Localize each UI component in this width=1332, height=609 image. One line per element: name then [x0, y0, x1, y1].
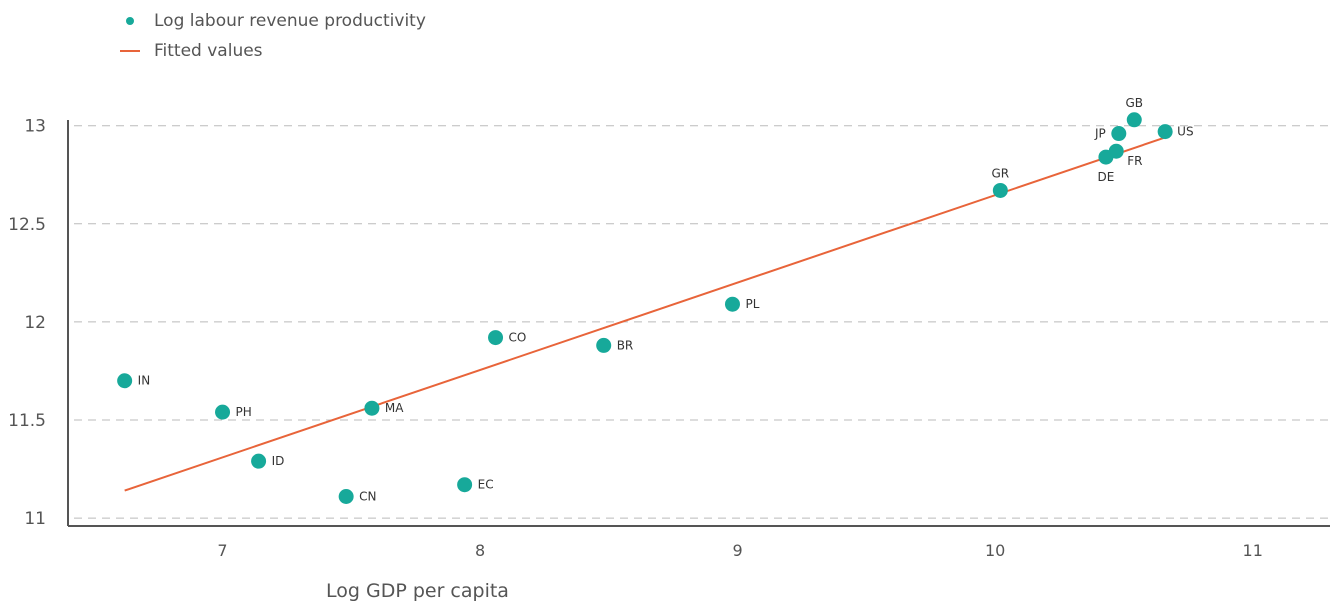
- data-point-fr: [1108, 143, 1124, 159]
- y-tick-label: 11: [24, 509, 46, 529]
- data-point-jp: [1111, 126, 1127, 142]
- y-tick-label: 12.5: [8, 215, 46, 235]
- legend-dot-icon: [126, 17, 134, 25]
- data-point-gb: [1126, 112, 1142, 128]
- x-tick-label: 10: [985, 541, 1005, 560]
- point-label-gb: GB: [1125, 96, 1143, 110]
- x-tick-label: 8: [475, 541, 485, 560]
- point-label-pl: PL: [745, 297, 759, 311]
- point-label-id: ID: [272, 454, 285, 468]
- legend-label-fitted: Fitted values: [154, 41, 263, 61]
- data-point-gr: [992, 182, 1008, 198]
- point-label-us: US: [1177, 125, 1193, 139]
- data-point-ph: [215, 404, 231, 420]
- x-tick-label: 9: [733, 541, 743, 560]
- data-point-cn: [338, 488, 354, 504]
- y-tick-label: 13: [24, 117, 46, 137]
- x-axis-ticks: 7 8 9 10 11: [217, 541, 1262, 560]
- fitted-line-layer: [124, 136, 1166, 492]
- x-tick-label: 11: [1243, 541, 1263, 560]
- point-label-ph: PH: [236, 405, 252, 419]
- legend-line-icon: [120, 50, 140, 52]
- data-point-us: [1157, 124, 1173, 140]
- data-point-ec: [457, 477, 473, 493]
- legend: Log labour revenue productivity Fitted v…: [120, 6, 426, 66]
- legend-label-points: Log labour revenue productivity: [154, 11, 426, 31]
- fitted-values-line: [124, 136, 1166, 492]
- y-tick-label: 11.5: [8, 411, 46, 431]
- legend-item-points: Log labour revenue productivity: [120, 6, 426, 36]
- point-label-br: BR: [617, 338, 634, 352]
- point-label-ma: MA: [385, 401, 404, 415]
- point-labels-layer: IN PH ID CN MA EC CO BR PL GR DE FR JP GB US: [138, 96, 1194, 504]
- x-tick-label: 7: [217, 541, 227, 560]
- point-label-jp: JP: [1094, 127, 1106, 141]
- data-point-pl: [724, 296, 740, 312]
- point-label-cn: CN: [359, 489, 376, 503]
- point-label-in: IN: [138, 374, 151, 388]
- point-label-ec: EC: [478, 478, 494, 492]
- legend-item-fitted: Fitted values: [120, 36, 426, 66]
- y-tick-label: 12: [24, 313, 46, 333]
- axes: [67, 120, 1330, 527]
- data-point-id: [251, 453, 267, 469]
- data-point-in: [117, 373, 133, 389]
- data-point-ma: [364, 400, 380, 416]
- point-label-co: CO: [509, 331, 527, 345]
- data-point-br: [596, 337, 612, 353]
- data-point-co: [488, 330, 504, 346]
- data-points-layer: [117, 112, 1173, 504]
- x-axis-label: Log GDP per capita: [326, 580, 509, 602]
- y-axis-ticks: 11 11.5 12 12.5 13: [8, 117, 46, 529]
- point-label-gr: GR: [992, 166, 1010, 180]
- point-label-de: DE: [1098, 170, 1115, 184]
- point-label-fr: FR: [1127, 154, 1142, 168]
